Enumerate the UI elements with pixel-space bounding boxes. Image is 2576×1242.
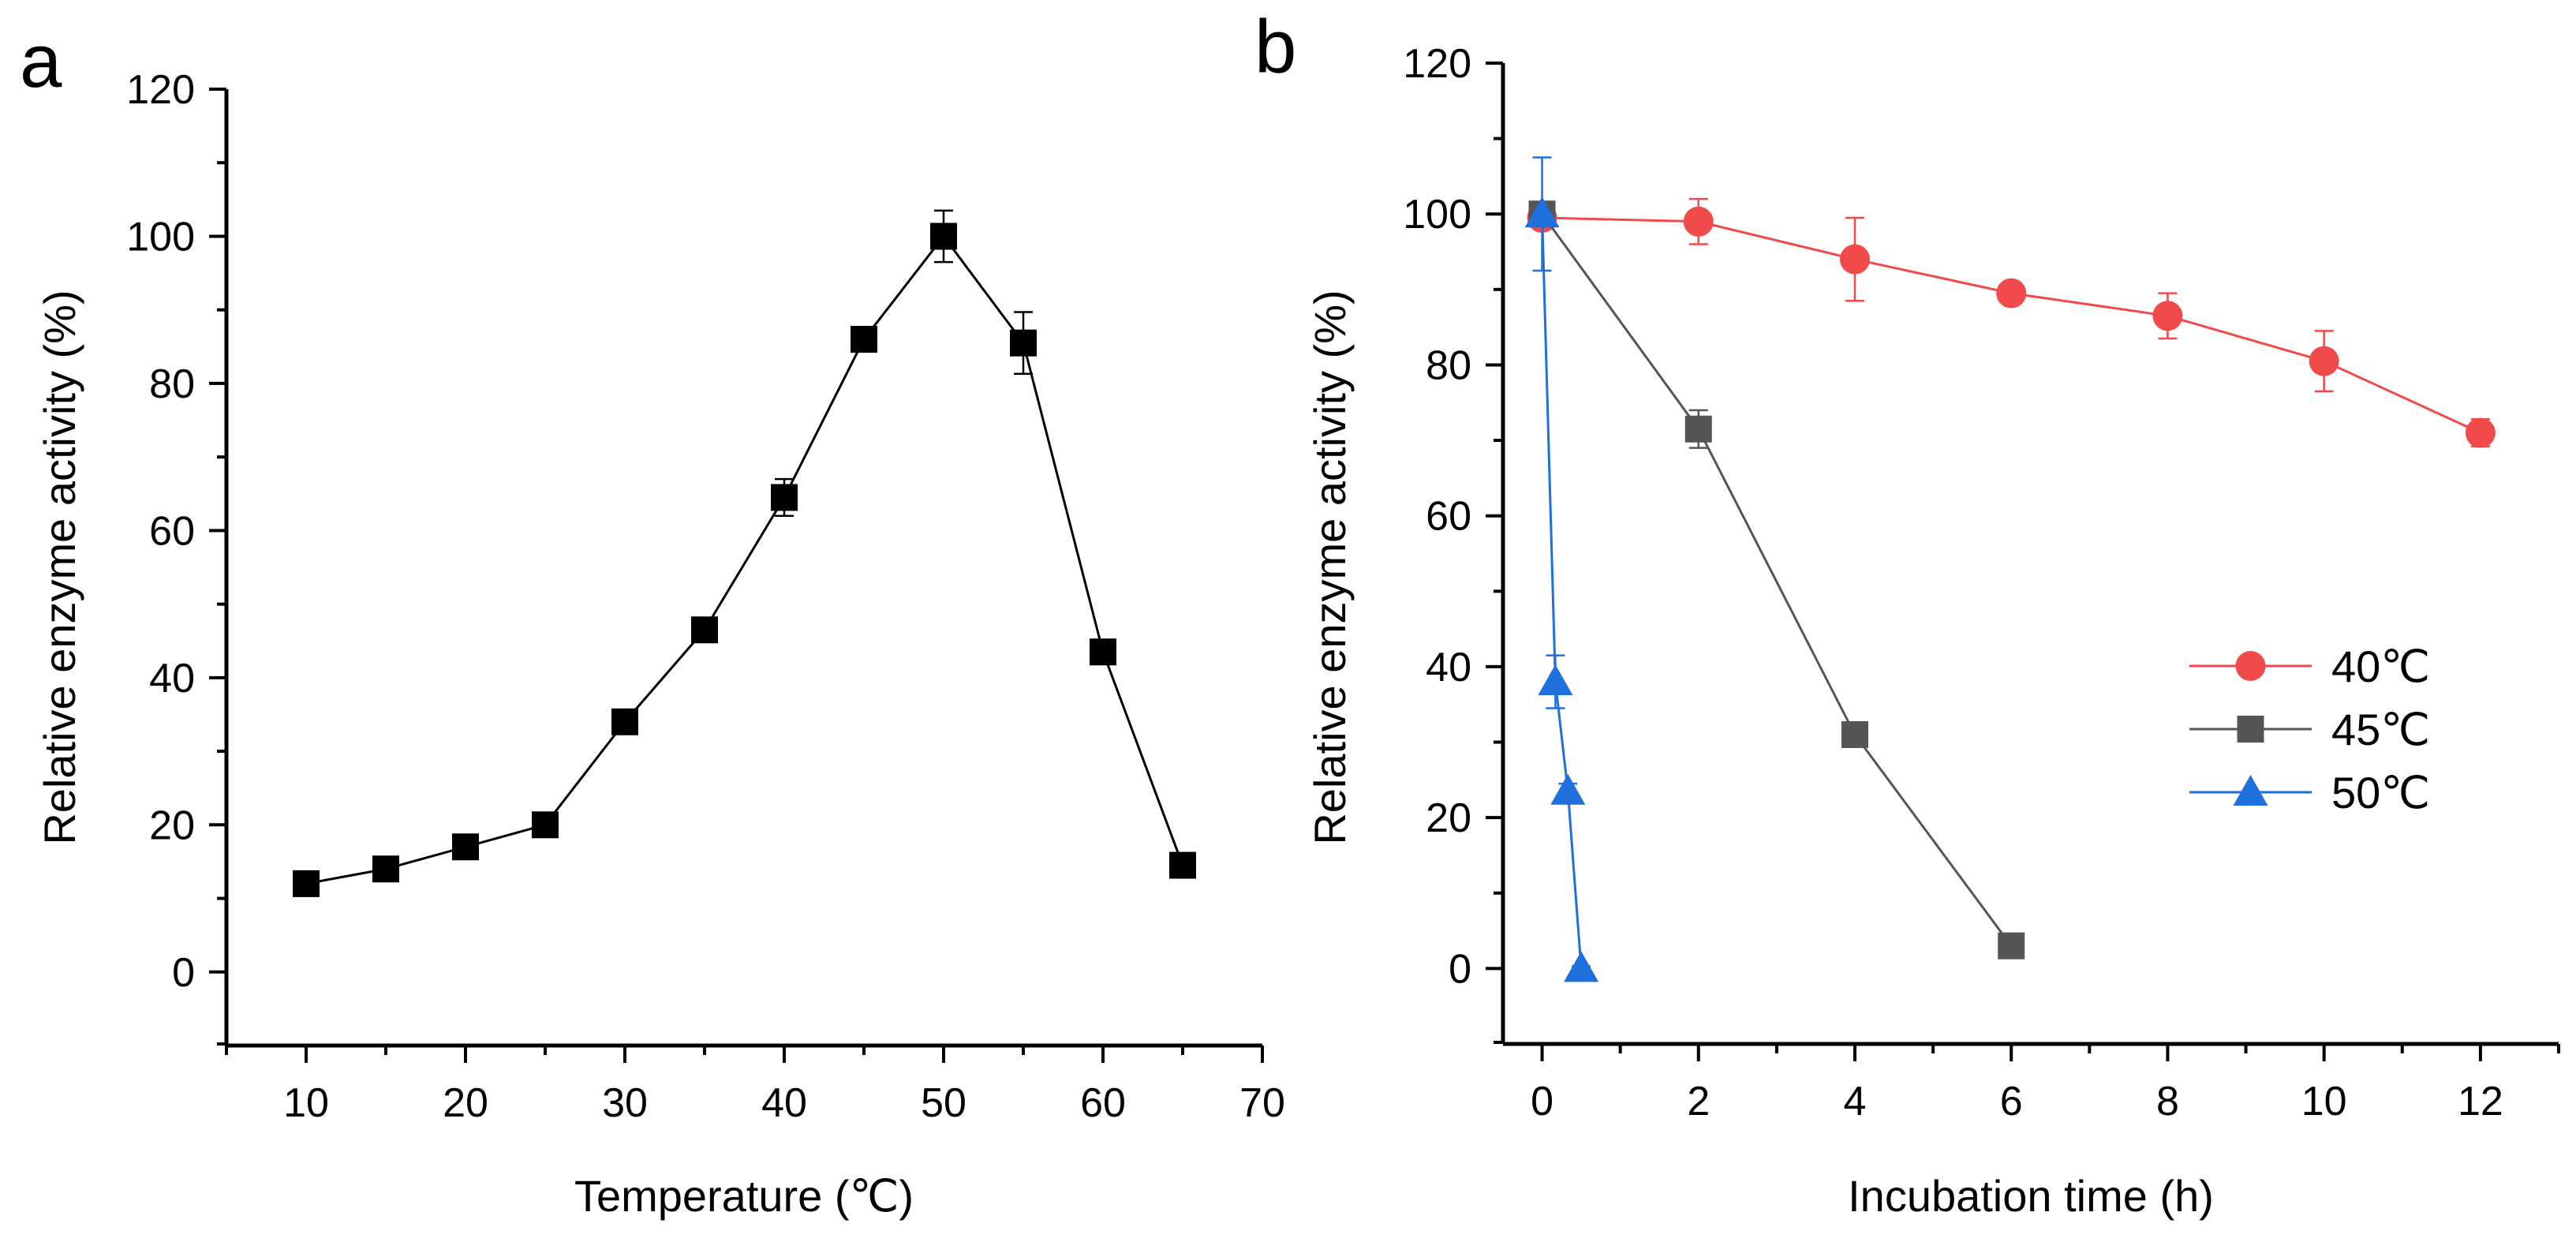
panel-a-series-0-point	[851, 325, 877, 353]
panel-b-chart: b 0 20 40 60 80 100 120 0 2 4 6 8 10 12 40℃ 45℃ 50℃ Inc…	[1254, 5, 2560, 1221]
panel-a-ticks: 0 20 40 60 80 100 120 10 20 30 40 50 60 70	[126, 67, 1285, 1126]
panel-b-series-0-point	[1840, 244, 1870, 275]
panel-b-series-2-point	[1550, 773, 1586, 805]
panel-b-series-1-point	[1841, 720, 1868, 748]
panel-b-legend: 40℃ 45℃ 50℃	[2189, 642, 2430, 817]
panel-a-series-0-point	[1169, 851, 1196, 879]
panel-b-xtick-label: 4	[1844, 1079, 1867, 1124]
panel-a-ytick-label: 80	[149, 361, 195, 407]
legend-1-marker	[2237, 716, 2264, 743]
legend-1-label: 45℃	[2331, 705, 2430, 754]
panel-a-series-0-point	[293, 870, 320, 897]
panel-b-ytick-label: 100	[1403, 192, 1471, 238]
panel-b-series-0-point	[2465, 417, 2496, 448]
panel-b-xtick-label: 0	[1531, 1079, 1553, 1124]
panel-b-ticks: 0 20 40 60 80 100 120 0 2 4 6 8 10 12	[1403, 41, 2560, 1124]
panel-a-ytick-label: 120	[126, 67, 195, 113]
panel-a-xtick-label: 70	[1239, 1080, 1285, 1126]
panel-b-ytick-label: 120	[1403, 41, 1471, 87]
panel-a-series-0-point	[1010, 329, 1037, 357]
panel-a-xtick-label: 40	[761, 1080, 807, 1126]
panel-b-ytick-label: 80	[1426, 342, 1471, 388]
panel-a-xtick-label: 60	[1080, 1080, 1126, 1126]
panel-b-label: b	[1254, 5, 1296, 89]
panel-b-series-0-point	[1683, 206, 1714, 237]
panel-a-ytick-label: 20	[149, 802, 195, 848]
panel-b-series-1-line	[1541, 213, 2013, 947]
panel-a-y-title: Relative enzyme activity (%)	[35, 290, 84, 844]
panel-b-series-0-point	[1996, 278, 2027, 309]
panel-b-xtick-label: 10	[2301, 1079, 2347, 1124]
panel-b-series-0-point	[2152, 301, 2183, 331]
panel-a-series	[293, 209, 1196, 897]
panel-a-ytick-label: 40	[149, 656, 195, 701]
legend-0-marker	[2235, 651, 2266, 681]
legend-0-label: 40℃	[2331, 642, 2430, 691]
panel-b-series	[1524, 156, 2496, 982]
legend-2-label: 50℃	[2331, 768, 2430, 817]
panel-a-xtick-label: 20	[443, 1080, 488, 1126]
panel-b-series-0-point	[2309, 346, 2339, 376]
panel-a-series-0-point	[1090, 638, 1116, 666]
panel-b-ytick-label: 0	[1449, 946, 1471, 992]
panel-a-ytick-label: 60	[149, 508, 195, 554]
panel-b-xtick-label: 2	[1687, 1079, 1710, 1124]
panel-b-x-title: Incubation time (h)	[1848, 1171, 2214, 1221]
panel-a-chart: a 0 20 40 60 80 100 120 10 20 30 40 50 60 70 Temperat…	[20, 19, 1285, 1221]
panel-a-series-0-point	[771, 484, 798, 511]
legend-2-marker	[2233, 775, 2268, 806]
panel-b-xtick-label: 8	[2156, 1079, 2179, 1124]
panel-a-ytick-label: 0	[172, 950, 195, 996]
panel-a-xtick-label: 10	[283, 1080, 329, 1126]
panel-b-series-2-point	[1564, 951, 1599, 982]
panel-b-series-0-line	[1542, 216, 2481, 434]
panel-b-y-title: Relative enzyme activity (%)	[1305, 290, 1355, 844]
panel-b-series-2-point	[1538, 664, 1573, 696]
panel-a-series-0-point	[611, 708, 638, 735]
panel-a-series-0-point	[372, 855, 399, 883]
panel-a-x-title: Temperature (℃)	[574, 1171, 914, 1221]
panel-a-xtick-label: 50	[921, 1080, 966, 1126]
panel-b-ytick-label: 40	[1426, 645, 1471, 690]
panel-b-xtick-label: 12	[2458, 1079, 2503, 1124]
panel-a-ytick-label: 100	[126, 214, 195, 260]
panel-b-series-2-line	[1541, 214, 1583, 969]
panel-b-ytick-label: 20	[1426, 795, 1471, 841]
panel-a-series-0-point	[930, 223, 957, 250]
panel-b-series-1-point	[1684, 415, 1712, 443]
panel-a-series-0-point	[452, 833, 479, 861]
panel-b-ytick-label: 60	[1426, 494, 1471, 540]
panel-a-series-0-point	[532, 811, 559, 839]
panel-b-series-2-point	[1524, 196, 1560, 228]
panel-a-label: a	[20, 19, 62, 103]
panel-a-series-0-line	[305, 234, 1184, 885]
panel-a-series-0-point	[691, 616, 718, 644]
panel-b-xtick-label: 6	[2000, 1079, 2023, 1124]
panel-b-series-1-point	[1998, 932, 2025, 960]
panel-a-xtick-label: 30	[602, 1080, 648, 1126]
